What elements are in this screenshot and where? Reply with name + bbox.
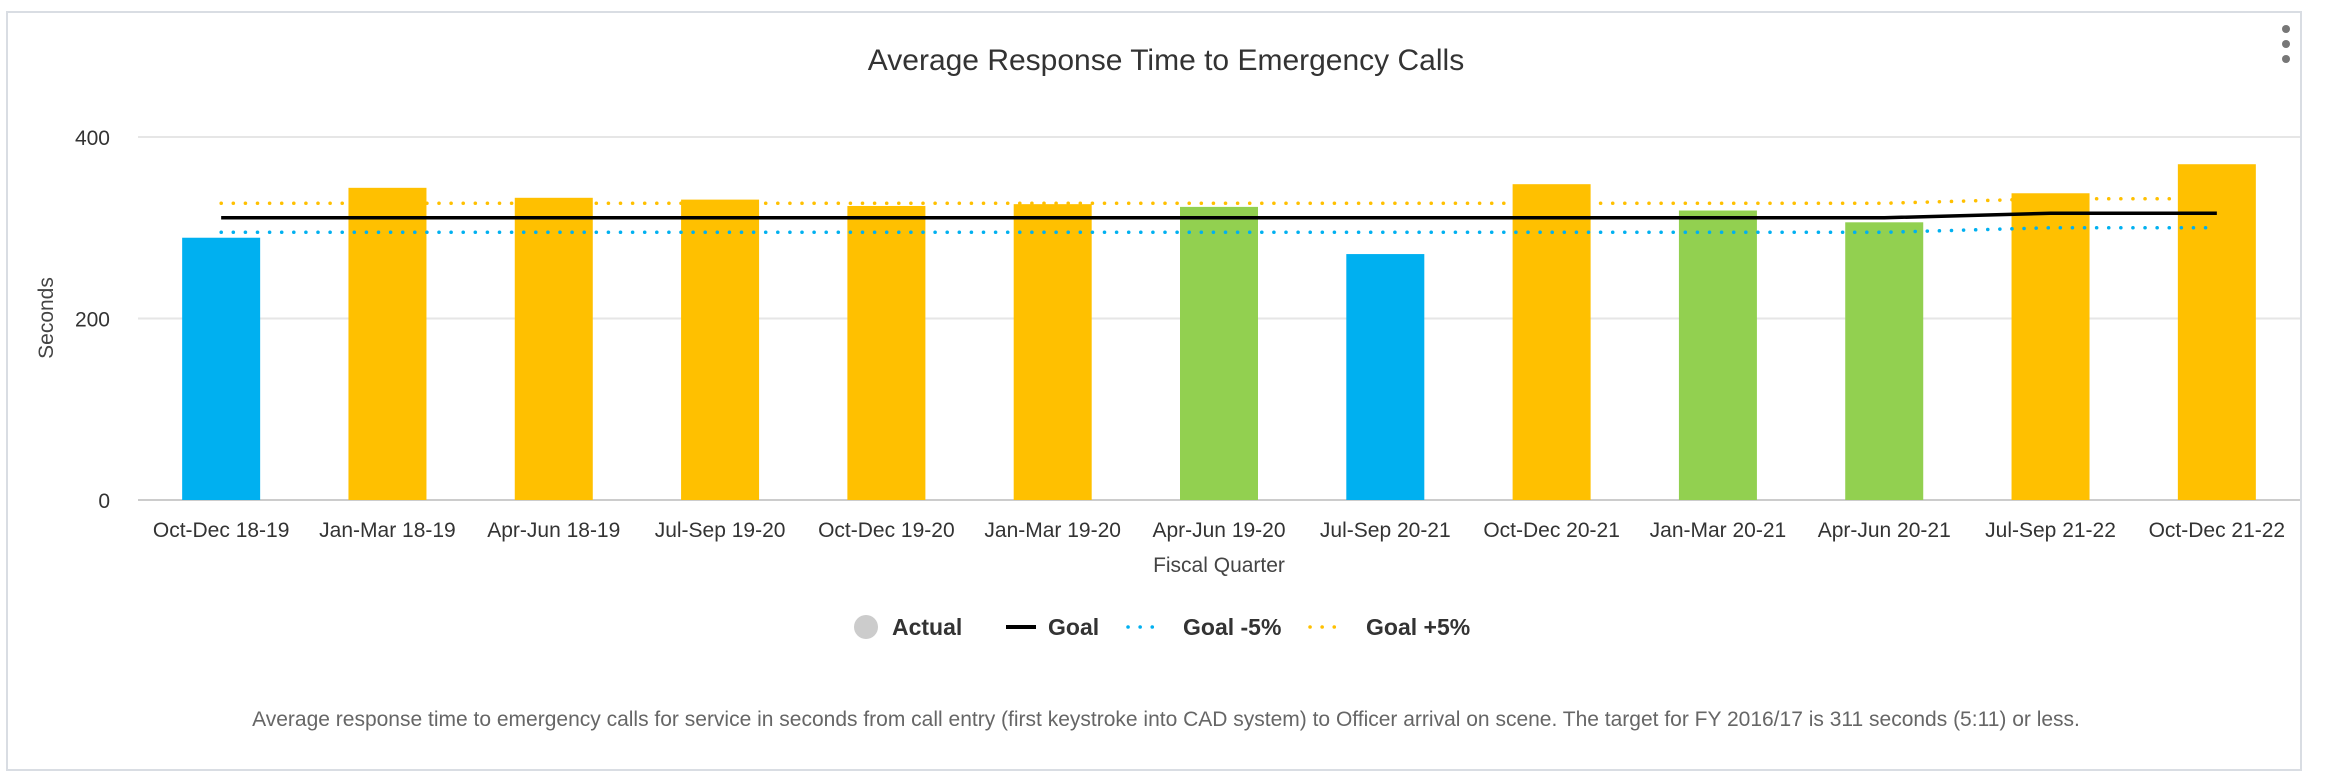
y-tick-label: 200 — [75, 309, 110, 332]
bar — [1512, 184, 1591, 500]
legend-label: Goal -5% — [1183, 614, 1281, 640]
bar — [1180, 206, 1258, 500]
bar-layer — [182, 164, 2256, 501]
x-tick-label: Jul-Sep 21-22 — [1985, 519, 2116, 542]
legend-label: Goal +5% — [1366, 614, 1470, 640]
y-axis-title: Seconds — [35, 277, 58, 359]
x-tick-label: Jan-Mar 19-20 — [984, 519, 1121, 542]
bar — [182, 237, 261, 501]
bar — [1013, 204, 1092, 500]
bar — [1845, 222, 1924, 500]
y-tick-label: 400 — [75, 127, 110, 150]
bar — [514, 197, 593, 501]
menu-dot-icon — [2282, 25, 2290, 33]
x-tick-label: Jan-Mar 20-21 — [1650, 519, 1787, 542]
menu-dot-icon — [2282, 55, 2290, 63]
bar — [1678, 210, 1757, 500]
menu-dot-icon — [2282, 40, 2290, 48]
legend-label: Actual — [892, 614, 962, 640]
bar — [348, 187, 427, 500]
x-tick-label: Jul-Sep 20-21 — [1320, 519, 1451, 542]
legend: Actual Goal Goal -5% Goal +5% — [854, 614, 1470, 640]
chart-title: Average Response Time to Emergency Calls — [868, 44, 1464, 77]
y-axis: 0 200 400 — [75, 127, 110, 513]
legend-label: Goal — [1048, 614, 1099, 640]
x-tick-label: Apr-Jun 18-19 — [487, 519, 620, 542]
x-tick-label: Oct-Dec 20-21 — [1483, 519, 1620, 542]
bar — [681, 199, 760, 500]
bar — [1346, 254, 1425, 500]
bar — [2011, 193, 2090, 500]
chart-caption: Average response time to emergency calls… — [252, 708, 2080, 731]
bar — [847, 205, 926, 500]
x-tick-label: Oct-Dec 21-22 — [2149, 519, 2286, 542]
x-tick-label: Apr-Jun 20-21 — [1818, 519, 1951, 542]
bar — [2177, 164, 2256, 500]
x-tick-label: Apr-Jun 19-20 — [1152, 519, 1285, 542]
x-axis-title: Fiscal Quarter — [1153, 554, 1285, 577]
x-axis: Oct-Dec 18-19 Jan-Mar 18-19 Apr-Jun 18-19 J… — [153, 519, 2285, 542]
line-layer — [219, 196, 2219, 235]
series-line — [221, 211, 2217, 220]
legend-actual-icon — [854, 615, 878, 639]
bar-chart: Average Response Time to Emergency Calls… — [35, 44, 2300, 640]
x-tick-label: Oct-Dec 19-20 — [818, 519, 955, 542]
x-tick-label: Oct-Dec 18-19 — [153, 519, 290, 542]
x-tick-label: Jul-Sep 19-20 — [655, 519, 786, 542]
x-tick-label: Jan-Mar 18-19 — [319, 519, 456, 542]
y-tick-label: 0 — [98, 490, 110, 513]
chart-menu-button[interactable] — [2279, 25, 2293, 65]
